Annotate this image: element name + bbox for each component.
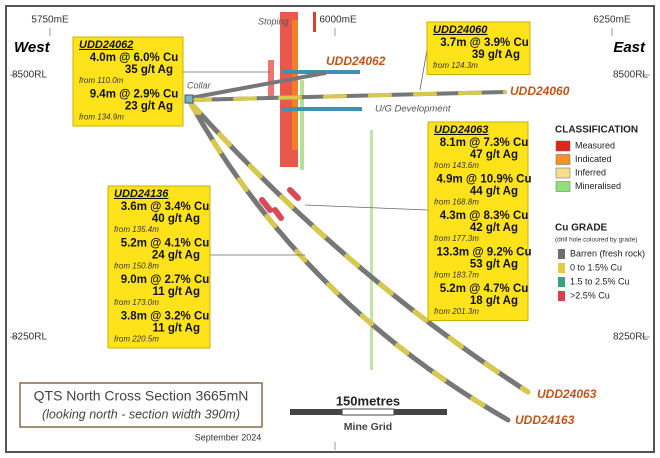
intercept-ag: 11 g/t Ag (153, 323, 201, 335)
legend-label: Barren (fresh rock) (570, 248, 645, 258)
drill-traces (187, 71, 531, 423)
intercept-from: from 177.3m (434, 234, 479, 243)
intercept-from: from 220.5m (114, 335, 159, 344)
level: 8500RL (12, 70, 47, 81)
callout-title: UDD24136 (114, 188, 169, 200)
legend-swatch (558, 291, 565, 301)
intercept-cu: 4.3m @ 8.3% Cu (440, 210, 529, 222)
stoping-zone (268, 12, 373, 370)
intercept-ag: 53 g/t Ag (470, 259, 518, 271)
intercept-cu: 8.1m @ 7.3% Cu (440, 137, 529, 149)
callout-title: UDD24062 (79, 39, 133, 51)
callout-title: UDD24060 (433, 24, 488, 36)
stoping-label: Stoping (258, 16, 289, 26)
intercept-from: from 173.0m (114, 298, 159, 307)
scale-label: 150metres (336, 393, 400, 408)
section-title: QTS North Cross Section 3665mN (34, 388, 249, 404)
legend-subtitle: (drill hole coloured by grade) (555, 237, 637, 244)
legend-label: >2.5% Cu (570, 290, 610, 300)
scale-grid: Mine Grid (344, 421, 392, 433)
intercept-from: from 201.3m (434, 307, 479, 316)
date: September 2024 (195, 432, 262, 442)
callout-title: UDD24063 (434, 124, 488, 136)
intercept-ag: 40 g/t Ag (152, 213, 200, 225)
level: 8500RL (613, 70, 648, 81)
intercept-ag: 44 g/t Ag (470, 186, 518, 198)
intercept-ag: 47 g/t Ag (470, 149, 518, 161)
legend-swatch (555, 154, 571, 165)
level: 8250RL (613, 332, 648, 343)
hole-label: UDD24062 (326, 54, 386, 68)
legend-swatch (558, 249, 565, 259)
intercept-from: from 168.8m (434, 198, 479, 207)
intercept-ag: 42 g/t Ag (470, 222, 518, 234)
easting: 6250mE (593, 15, 631, 26)
collar-label: Collar (187, 80, 212, 90)
intercept-from: from 135.4m (114, 225, 159, 234)
legend-label: 1.5 to 2.5% Cu (570, 276, 630, 286)
legend-label: Mineralised (575, 181, 621, 191)
legend-title: CLASSIFICATION (555, 125, 638, 136)
grid-marks (10, 28, 650, 450)
intercept-ag: 18 g/t Ag (470, 295, 518, 307)
intercept-cu: 13.3m @ 9.2% Cu (437, 247, 532, 259)
legend-label: Inferred (575, 167, 606, 177)
intercept-cu: 3.8m @ 3.2% Cu (121, 311, 210, 323)
hole-label: UDD24063 (537, 387, 597, 401)
intercept-ag: 39 g/t Ag (472, 49, 520, 61)
easting: 6000mE (319, 15, 357, 26)
intercept-from: from 183.7m (434, 271, 479, 280)
collar (184, 94, 194, 104)
intercept-ag: 35 g/t Ag (125, 64, 173, 76)
intercept-cu: 3.6m @ 3.4% Cu (121, 201, 210, 213)
callout-box (426, 21, 531, 75)
legend-swatch (558, 277, 565, 287)
legend-title: Cu GRADE (555, 223, 608, 234)
legend-swatch (555, 181, 571, 192)
direction: West (14, 39, 51, 56)
callout-box (72, 36, 184, 127)
legend-label: Indicated (575, 154, 612, 164)
legend-label: 0 to 1.5% Cu (570, 262, 622, 272)
scale-bar (290, 408, 447, 416)
callout-box (107, 185, 211, 349)
intercept-ag: 23 g/t Ag (125, 101, 173, 113)
title-box (19, 382, 263, 428)
legend-swatch (555, 167, 571, 179)
direction: East (613, 39, 646, 56)
callout-box (427, 121, 529, 321)
section-subtitle: (looking north - section width 390m) (42, 407, 240, 421)
legend-swatch (558, 263, 565, 273)
level: 8250RL (12, 332, 47, 343)
intercept-cu: 4.0m @ 6.0% Cu (90, 52, 179, 64)
intercept-cu: 5.2m @ 4.1% Cu (121, 238, 210, 250)
intercept-cu: 4.9m @ 10.9% Cu (437, 174, 532, 186)
intercept-ag: 24 g/t Ag (152, 250, 200, 262)
intercept-ag: 11 g/t Ag (153, 286, 201, 298)
legend-swatch (555, 140, 571, 152)
easting: 5750mE (31, 15, 69, 26)
intercept-cu: 5.2m @ 4.7% Cu (440, 283, 529, 295)
intercept-cu: 3.7m @ 3.9% Cu (440, 37, 529, 49)
intercept-from: from 143.6m (434, 161, 479, 170)
intercept-from: from 110.0m (79, 76, 124, 85)
intercept-from: from 124.3m (433, 61, 478, 70)
intercept-from: from 150.8m (114, 262, 159, 271)
leader-lines (183, 49, 429, 256)
intercept-cu: 9.0m @ 2.7% Cu (121, 274, 210, 286)
hole-label: UDD24060 (510, 84, 570, 98)
intercept-cu: 9.4m @ 2.9% Cu (90, 89, 179, 101)
development-label: U/G Development (375, 104, 451, 115)
legend-label: Measured (575, 140, 615, 150)
hole-label: UDD24163 (515, 413, 575, 427)
intercept-from: from 134.9m (79, 113, 124, 122)
